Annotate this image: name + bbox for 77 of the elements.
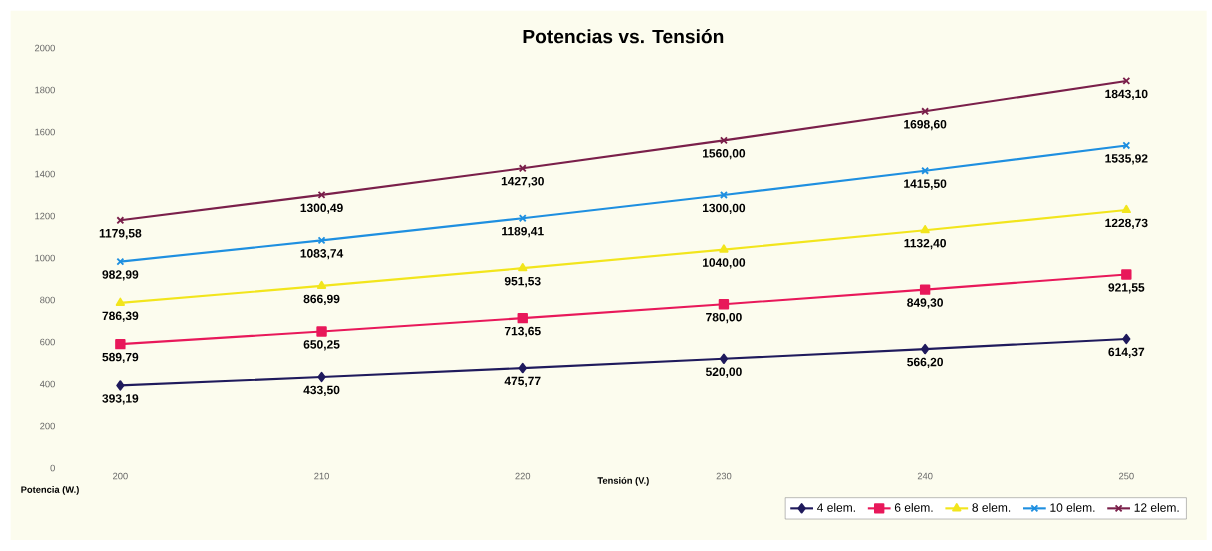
- point: [317, 236, 326, 245]
- data-label: 1300,49: [300, 203, 343, 214]
- data-label: 1132,40: [904, 239, 946, 250]
- data-label: 951,53: [504, 277, 541, 288]
- y-tick-label: 600: [40, 338, 55, 346]
- legend-label: 8 elem.: [972, 503, 1011, 512]
- x-tick-label: 200: [113, 472, 128, 480]
- chart-title: Potencias vs. Tensión: [523, 29, 724, 44]
- data-label: 780,00: [706, 313, 742, 324]
- point: [719, 191, 728, 200]
- point: [518, 363, 527, 374]
- point: [1121, 269, 1132, 280]
- x-tick-label: 240: [917, 472, 933, 480]
- point: [1122, 333, 1131, 345]
- data-label: 433,50: [303, 385, 340, 397]
- y-tick-label: 800: [40, 296, 55, 304]
- y-tick-label: 1000: [35, 254, 55, 262]
- data-label: 1415,50: [904, 179, 947, 190]
- y-tick-label: 2000: [34, 44, 55, 52]
- y-tick-label: 200: [40, 422, 55, 430]
- y-tick-label: 0: [50, 464, 55, 472]
- data-label: 866,99: [303, 294, 340, 306]
- point: [316, 326, 327, 337]
- legend-label: 4 elem.: [817, 503, 855, 512]
- x-axis-title: Tensión (V.): [597, 477, 649, 486]
- data-label: 982,99: [102, 270, 139, 281]
- data-label: 849,30: [907, 298, 943, 309]
- data-label: 393,19: [102, 394, 139, 405]
- data-label: 650,25: [303, 340, 340, 351]
- point: [719, 353, 729, 365]
- y-tick-label: 400: [39, 380, 55, 388]
- data-label: 1427,30: [501, 177, 544, 188]
- point: [1122, 141, 1131, 150]
- point: [1121, 204, 1131, 214]
- data-label: 1843,10: [1105, 89, 1148, 101]
- data-label: 589,79: [102, 353, 139, 364]
- text: Potencia (W.): [21, 486, 79, 495]
- point: [316, 280, 327, 290]
- x-tick-label: 230: [716, 472, 732, 480]
- y-tick-label: 1800: [35, 86, 55, 94]
- point: [718, 299, 730, 310]
- y-tick-label: 1200: [35, 212, 55, 220]
- x-tick-label: 210: [314, 472, 329, 480]
- point: [719, 244, 729, 253]
- point: [517, 313, 528, 324]
- legend-label: 6 elem.: [894, 503, 933, 512]
- data-label: 1560,00: [703, 149, 746, 160]
- data-label: 566,20: [907, 357, 943, 369]
- data-label: 1535,92: [1105, 154, 1148, 165]
- x-tick-label: 250: [1119, 472, 1134, 480]
- data-label: 1698,60: [904, 120, 947, 131]
- data-label: 614,37: [1108, 347, 1145, 359]
- data-label: 921,55: [1108, 283, 1145, 294]
- data-label: 1083,74: [300, 249, 344, 260]
- legend-label: 10 elem.: [1050, 503, 1095, 512]
- point: [116, 257, 125, 266]
- data-label: 1179,58: [99, 229, 142, 240]
- point: [115, 339, 126, 350]
- x-tick-label: 220: [515, 472, 531, 480]
- y-tick-label: 1400: [35, 170, 55, 178]
- data-label: 1300,00: [703, 203, 746, 215]
- point: [116, 380, 125, 391]
- data-label: 1040,00: [703, 258, 746, 269]
- y-tick-label: 1600: [35, 128, 55, 136]
- data-label: 1189,41: [502, 227, 544, 238]
- data-label: 713,65: [504, 327, 541, 338]
- point: [317, 371, 326, 383]
- point: [115, 297, 125, 307]
- data-label: 475,77: [504, 376, 541, 388]
- point: [518, 263, 528, 272]
- point: [919, 284, 931, 296]
- point: [920, 225, 930, 234]
- data-label: 786,39: [102, 311, 139, 322]
- point: [920, 344, 930, 355]
- data-label: 520,00: [705, 367, 742, 378]
- legend-label: 12 elem.: [1134, 503, 1179, 512]
- data-label: 1228,73: [1105, 218, 1148, 230]
